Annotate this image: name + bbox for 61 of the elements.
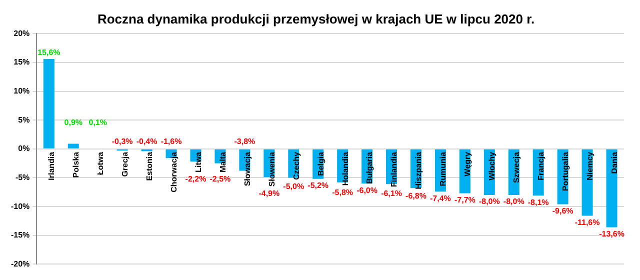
bar: [606, 149, 618, 228]
data-label: -8,0%: [478, 197, 500, 206]
y-tick-label: 15%: [14, 58, 30, 67]
bar: [43, 58, 54, 148]
data-label: -9,6%: [552, 206, 574, 216]
data-label: -13,6%: [599, 230, 624, 239]
x-tick-label: Hiszpania: [414, 151, 424, 190]
x-tick-label: Irlandia: [47, 151, 56, 180]
data-label: -6,1%: [381, 189, 402, 198]
data-label: -5,2%: [308, 181, 329, 190]
chart-title: Roczna dynamika produkcji przemysłowej w krajach UE w lipcu 2020 r.: [97, 11, 535, 26]
x-tick-label: Bułgaria: [365, 151, 374, 184]
x-tick-label: Holandia: [340, 151, 350, 186]
data-label: -0,3%: [112, 137, 133, 146]
y-tick-label: 20%: [14, 28, 30, 38]
x-tick-label: Portugalia: [561, 151, 570, 192]
x-tick-label: Niemcy: [585, 151, 594, 180]
x-tick-label: Węgry: [463, 151, 472, 176]
data-label: -6,0%: [356, 186, 378, 196]
data-label: -7,4%: [430, 194, 451, 203]
x-tick-label: Polska: [72, 151, 81, 178]
data-label: -5,0%: [283, 182, 304, 192]
data-label: -2,2%: [185, 174, 206, 184]
x-tick-label: Belgia: [316, 151, 326, 176]
x-tick-label: Łotwa: [96, 151, 106, 176]
y-tick-label: 5%: [18, 115, 30, 124]
y-tick-label: -5%: [15, 172, 30, 182]
data-label: 0,1%: [88, 118, 107, 128]
data-label: -6,8%: [406, 191, 426, 200]
x-tick-label: Finlandia: [390, 151, 399, 188]
x-tick-label: Grecja: [120, 151, 130, 177]
x-tick-label: Rumunia: [438, 151, 448, 186]
x-tick-label: Włochy: [488, 151, 497, 180]
x-tick-label: Malta: [218, 151, 228, 172]
y-tick-label: 0%: [18, 144, 30, 154]
x-tick-label: Szwecja: [512, 151, 522, 184]
x-tick-label: Estonia: [145, 151, 154, 181]
data-label: -8,1%: [528, 198, 549, 207]
data-label: -7,7%: [454, 195, 476, 204]
x-tick-label: Słowacja: [242, 151, 252, 186]
data-label: -4,9%: [258, 188, 280, 198]
data-label: -8,0%: [503, 197, 524, 206]
data-label: -1,6%: [160, 137, 182, 146]
data-label: -0,4%: [136, 137, 158, 146]
x-tick-label: Litwa: [194, 151, 203, 172]
y-tick-label: 10%: [14, 86, 30, 96]
data-label: 15,6%: [38, 48, 60, 58]
data-label: -2,5%: [210, 174, 231, 184]
x-tick-label: Chorwacja: [169, 151, 178, 192]
x-tick-label: Francja: [536, 151, 546, 180]
y-tick-label: -20%: [10, 259, 30, 268]
y-tick-label: -15%: [10, 230, 30, 240]
data-label: -5,8%: [332, 188, 354, 197]
x-tick-label: Czechy: [292, 151, 301, 180]
x-tick-label: Dania: [610, 151, 619, 174]
y-tick-label: -10%: [10, 202, 30, 211]
data-label: -3,8%: [234, 137, 256, 146]
x-tick-label: Słowenia: [267, 151, 276, 187]
data-label: 0,9%: [64, 118, 82, 128]
bar: [68, 144, 79, 148]
data-label: -11,6%: [574, 218, 600, 227]
